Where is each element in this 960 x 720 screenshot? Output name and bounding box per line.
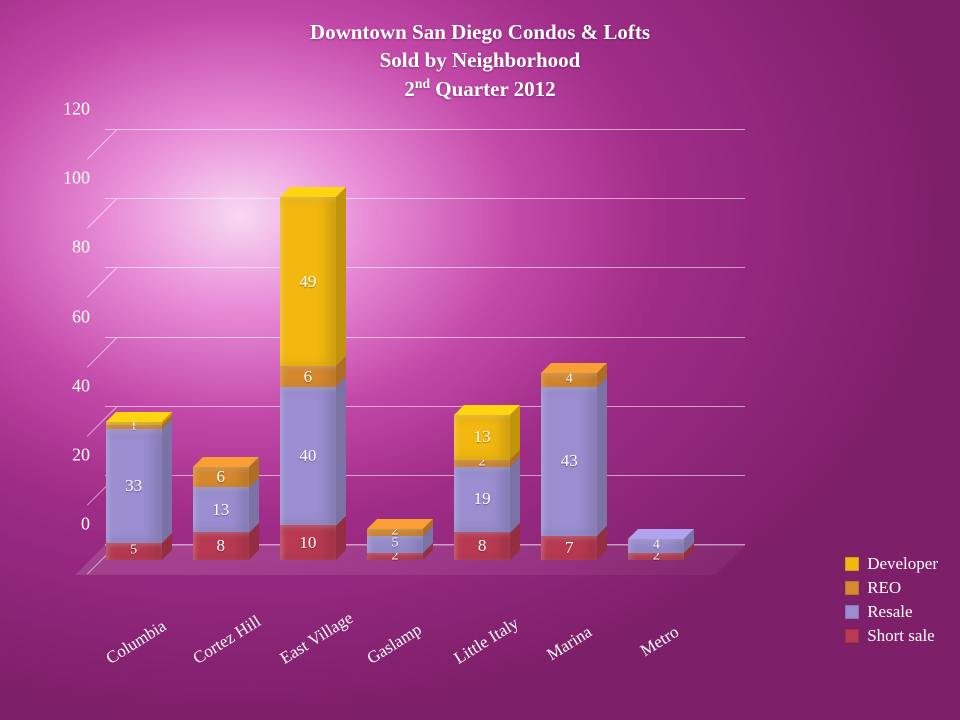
bar-value-label: 4 bbox=[541, 374, 597, 387]
bar-segment: 5 bbox=[106, 543, 162, 560]
bar-3d-side bbox=[597, 353, 607, 560]
bar-value-label: 8 bbox=[193, 536, 249, 556]
bar-3d-top bbox=[628, 529, 694, 539]
bar-value-label: 49 bbox=[280, 272, 336, 292]
bar-segment: 43 bbox=[541, 387, 597, 536]
bar-value-label: 10 bbox=[280, 533, 336, 553]
bar-segment: 2 bbox=[367, 553, 423, 560]
bar-segment: 2 bbox=[628, 553, 684, 560]
y-axis-tick-label: 80 bbox=[35, 237, 90, 258]
bar-3d-side bbox=[684, 519, 694, 560]
legend-label: REO bbox=[867, 578, 901, 598]
bar-3d-top bbox=[280, 187, 346, 197]
bar-segment: 6 bbox=[280, 366, 336, 387]
title-line1: Downtown San Diego Condos & Lofts bbox=[0, 18, 960, 46]
bar-column: 53311 bbox=[106, 422, 162, 560]
bar-segment: 8 bbox=[193, 532, 249, 560]
bar-value-label: 43 bbox=[541, 451, 597, 471]
legend-label: Developer bbox=[867, 554, 938, 574]
bar-segment: 4 bbox=[541, 373, 597, 387]
x-axis-tick-label: Cortez Hill bbox=[189, 622, 247, 669]
legend-swatch bbox=[845, 629, 859, 643]
bar-3d-side bbox=[336, 177, 346, 560]
legend-item: REO bbox=[845, 578, 938, 598]
legend-swatch bbox=[845, 605, 859, 619]
bar-value-label: 5 bbox=[106, 545, 162, 558]
y-axis-tick-label: 0 bbox=[35, 514, 90, 535]
x-axis-tick-label: East Village bbox=[276, 622, 334, 669]
bar-segment: 13 bbox=[454, 415, 510, 460]
chart-plot-area: 020406080100120 533118136104064925281921… bbox=[75, 130, 715, 575]
legend-item: Short sale bbox=[845, 626, 938, 646]
y-axis-tick-label: 100 bbox=[35, 168, 90, 189]
bar-column: 24 bbox=[628, 539, 684, 560]
legend-swatch bbox=[845, 557, 859, 571]
x-axis-tick-label: Columbia bbox=[102, 622, 160, 669]
bar-value-label: 6 bbox=[193, 467, 249, 487]
bar-column: 10 40 6 49 bbox=[280, 197, 336, 560]
bar-value-label: 13 bbox=[193, 500, 249, 520]
chart-title: Downtown San Diego Condos & Lofts Sold b… bbox=[0, 18, 960, 103]
bar-column: 8 13 6 bbox=[193, 467, 249, 560]
bar-value-label: 33 bbox=[106, 476, 162, 496]
bar-value-label: 13 bbox=[454, 427, 510, 447]
legend-label: Short sale bbox=[867, 626, 935, 646]
bar-3d-side bbox=[249, 447, 259, 560]
y-axis-tick-label: 20 bbox=[35, 444, 90, 465]
bar-value-label: 19 bbox=[454, 489, 510, 509]
bar-3d-side bbox=[510, 395, 520, 560]
x-axis-tick-label: Metro bbox=[625, 622, 683, 669]
bar-3d-side bbox=[423, 509, 433, 560]
y-axis-tick-label: 120 bbox=[35, 99, 90, 120]
bar-value-label: 4 bbox=[628, 540, 684, 553]
legend-label: Resale bbox=[867, 602, 912, 622]
legend-item: Resale bbox=[845, 602, 938, 622]
bar-segment: 13 bbox=[193, 487, 249, 532]
y-axis-tick-label: 60 bbox=[35, 306, 90, 327]
y-axis-tick-label: 40 bbox=[35, 375, 90, 396]
bar-value-label: 40 bbox=[280, 446, 336, 466]
bar-value-label: 5 bbox=[367, 538, 423, 551]
bar-segment: 7 bbox=[541, 536, 597, 560]
title-line2: Sold by Neighborhood bbox=[0, 46, 960, 74]
title-line3: 2nd Quarter 2012 bbox=[0, 75, 960, 103]
bar-segment: 8 bbox=[454, 532, 510, 560]
bar-column: 7 43 4 bbox=[541, 373, 597, 560]
chart-legend: Developer REO Resale Short sale bbox=[845, 550, 938, 650]
bar-segment: 6 bbox=[193, 467, 249, 488]
bar-value-label: 6 bbox=[280, 367, 336, 387]
bar-3d-top bbox=[454, 405, 520, 415]
bar-segment: 2 bbox=[454, 460, 510, 467]
x-axis-labels: ColumbiaCortez HillEast VillageGaslampLi… bbox=[90, 590, 700, 610]
bar-segment: 2 bbox=[367, 529, 423, 536]
x-axis-tick-label: Gaslamp bbox=[363, 622, 421, 669]
bar-3d-top bbox=[541, 363, 607, 373]
legend-item: Developer bbox=[845, 554, 938, 574]
bar-segment: 49 bbox=[280, 197, 336, 366]
bar-value-label: 8 bbox=[454, 536, 510, 556]
chart-bars-container: 5331181361040649252819213743424 bbox=[90, 130, 700, 560]
bar-3d-side bbox=[162, 402, 172, 560]
bar-value-label: 7 bbox=[541, 538, 597, 558]
bar-value-label: 2 bbox=[367, 526, 423, 539]
bar-value-label: 1 bbox=[106, 417, 162, 430]
bar-column: 2 5 2 bbox=[367, 529, 423, 560]
bar-segment: 40 bbox=[280, 387, 336, 525]
bar-segment: 33 bbox=[106, 429, 162, 543]
bar-segment: 19 bbox=[454, 467, 510, 533]
x-axis-tick-label: Marina bbox=[538, 622, 596, 669]
bar-segment: 10 bbox=[280, 525, 336, 560]
bar-3d-top bbox=[193, 457, 259, 467]
bar-segment: 1 bbox=[106, 422, 162, 425]
legend-swatch bbox=[845, 581, 859, 595]
bar-column: 8 19 2 13 bbox=[454, 415, 510, 560]
x-axis-tick-label: Little Italy bbox=[451, 622, 509, 669]
bar-segment: 4 bbox=[628, 539, 684, 553]
